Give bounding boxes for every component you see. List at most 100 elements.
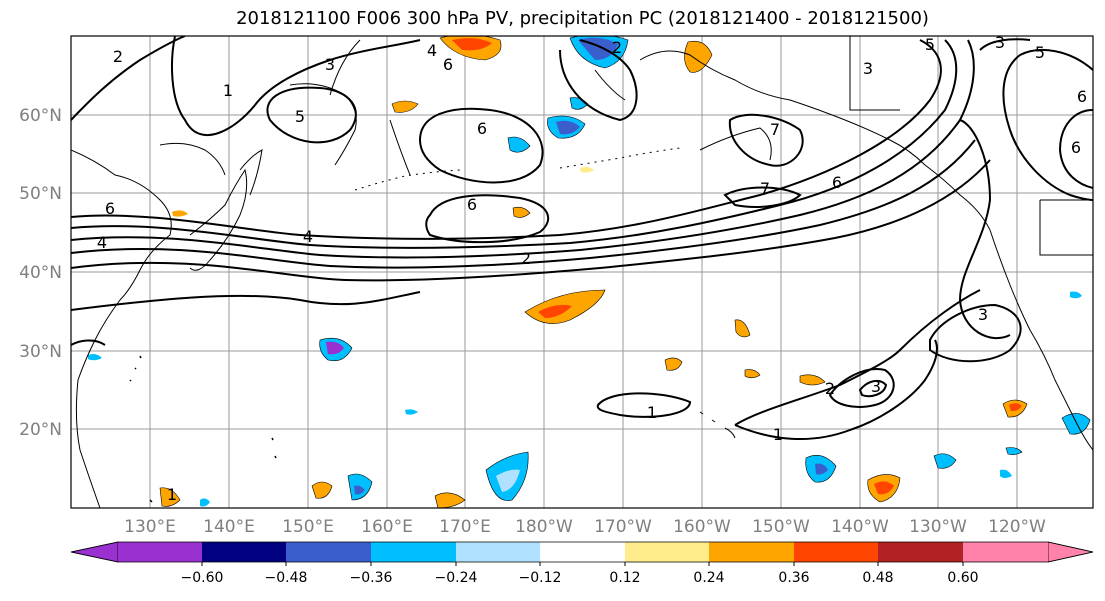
contour-label: 7 [770, 120, 780, 139]
colorbar-tick-label: −0.12 [519, 570, 562, 586]
lon-tick-label: 170°W [594, 517, 652, 537]
precip-negative-blob [556, 120, 580, 135]
precip-negative-blob [326, 341, 344, 355]
latitude-tick-labels: 20°N 30°N 40°N 50°N 60°N [19, 106, 62, 440]
colorbar-tick-label: 0.48 [862, 570, 893, 586]
colorbar-segment [963, 542, 1048, 562]
colorbar-segment [286, 542, 371, 562]
contour-label: 1 [773, 425, 783, 444]
precip-negative-blob [88, 354, 102, 361]
contour-label: 7 [760, 179, 770, 198]
contour-label: 1 [167, 485, 177, 504]
contour-label: 1 [647, 403, 657, 422]
precip-positive-blob [512, 206, 531, 218]
colorbar: −0.60 −0.48 −0.36 −0.24 −0.12 0.12 0.24 0.36 0.4… [70, 541, 1094, 586]
colorbar-segment [878, 542, 963, 562]
lon-tick-label: 140°W [831, 517, 889, 537]
precip-positive-blob [874, 481, 894, 495]
contour-label: 5 [925, 35, 935, 54]
lon-tick-label: 140°E [203, 517, 255, 537]
colorbar-tick-label: 0.12 [609, 570, 640, 586]
contour-label: 4 [97, 233, 107, 252]
lat-tick-label: 60°N [19, 106, 62, 126]
colorbar-segment [794, 542, 878, 562]
precip-negative-blob [405, 409, 418, 415]
contour-label: 1 [223, 81, 233, 100]
lon-tick-label: 130°E [124, 517, 176, 537]
precip-negative-blob [1000, 469, 1012, 478]
lat-tick-label: 50°N [19, 184, 62, 204]
precip-negative-blob [200, 498, 210, 507]
contour-label: 2 [612, 38, 622, 57]
colorbar-tick-label: −0.60 [181, 570, 224, 586]
precip-positive-blob [744, 369, 761, 379]
contour-label: 3 [863, 59, 873, 78]
contour-label: 6 [443, 55, 453, 74]
contour-label: 6 [477, 119, 487, 138]
precip-negative-blob [354, 485, 365, 495]
contour-label: 3 [995, 33, 1005, 52]
contour-label: 2 [825, 379, 835, 398]
colorbar-segment [456, 542, 540, 562]
precip-positive-blob [172, 210, 188, 217]
colorbar-segment [625, 542, 709, 562]
lon-tick-label: 150°W [752, 517, 810, 537]
contour-label: 6 [1071, 138, 1081, 157]
lon-tick-label: 130°W [909, 517, 967, 537]
precip-negative-blob [496, 469, 520, 492]
colorbar-tick-label: 0.36 [778, 570, 809, 586]
colorbar-outline [70, 541, 1094, 563]
lon-tick-label: 170°E [439, 517, 491, 537]
colorbar-tick-label: −0.48 [265, 570, 308, 586]
contour-label: 6 [832, 173, 842, 192]
precip-negative-blob [933, 453, 957, 469]
contour-label: 3 [978, 305, 988, 324]
colorbar-tick-label: 0.60 [947, 570, 978, 586]
coastlines [71, 36, 1093, 508]
precip-positive-blob [159, 487, 181, 507]
contour-label: 2 [113, 47, 123, 66]
precip-negative-blob [1005, 447, 1023, 455]
lat-tick-label: 40°N [19, 263, 62, 283]
map-border [70, 35, 1094, 509]
colorbar-extend-low [70, 541, 119, 563]
contour-label: 6 [105, 199, 115, 218]
contour-label: 3 [871, 377, 881, 396]
precip-positive-blob [452, 38, 492, 51]
lat-tick-label: 30°N [19, 342, 62, 362]
contour-label: 5 [295, 107, 305, 126]
colorbar-tick-label: 0.24 [693, 570, 724, 586]
lon-tick-label: 160°E [361, 517, 413, 537]
map-title: 2018121100 F006 300 hPa PV, precipitatio… [236, 8, 929, 29]
lon-tick-label: 120°W [988, 517, 1046, 537]
precip-positive-blob [580, 166, 594, 173]
longitude-tick-labels: 130°E 140°E 150°E 160°E 170°E 180°W 170°W 160°W… [124, 517, 1046, 537]
contour-label: 5 [1035, 43, 1045, 62]
precip-positive-blob [799, 374, 826, 386]
precip-positive-blob [1009, 403, 1022, 412]
colorbar-segment [202, 542, 286, 562]
precip-blobs [88, 36, 1091, 508]
precip-negative-blob [1070, 291, 1082, 299]
lon-tick-label: 150°E [282, 517, 334, 537]
contour-label: 4 [427, 41, 437, 60]
precip-positive-blob [391, 100, 419, 113]
precip-negative-blob [815, 463, 828, 475]
lon-tick-label: 160°W [673, 517, 731, 537]
colorbar-segment [540, 542, 625, 562]
precip-positive-blob [664, 357, 683, 371]
lon-tick-label: 180°W [515, 517, 573, 537]
colorbar-segment [371, 542, 456, 562]
colorbar-tick-label: −0.36 [350, 570, 393, 586]
contour-label: 2 [521, 249, 531, 268]
contour-label: 4 [303, 227, 313, 246]
lat-tick-label: 20°N [19, 420, 62, 440]
precip-positive-blob [538, 304, 572, 318]
colorbar-tick-label: −0.24 [435, 570, 478, 586]
colorbar-segment [118, 542, 202, 562]
contour-label: 6 [1077, 87, 1087, 106]
precip-positive-blob [311, 481, 333, 499]
contour-label: 3 [325, 55, 335, 74]
